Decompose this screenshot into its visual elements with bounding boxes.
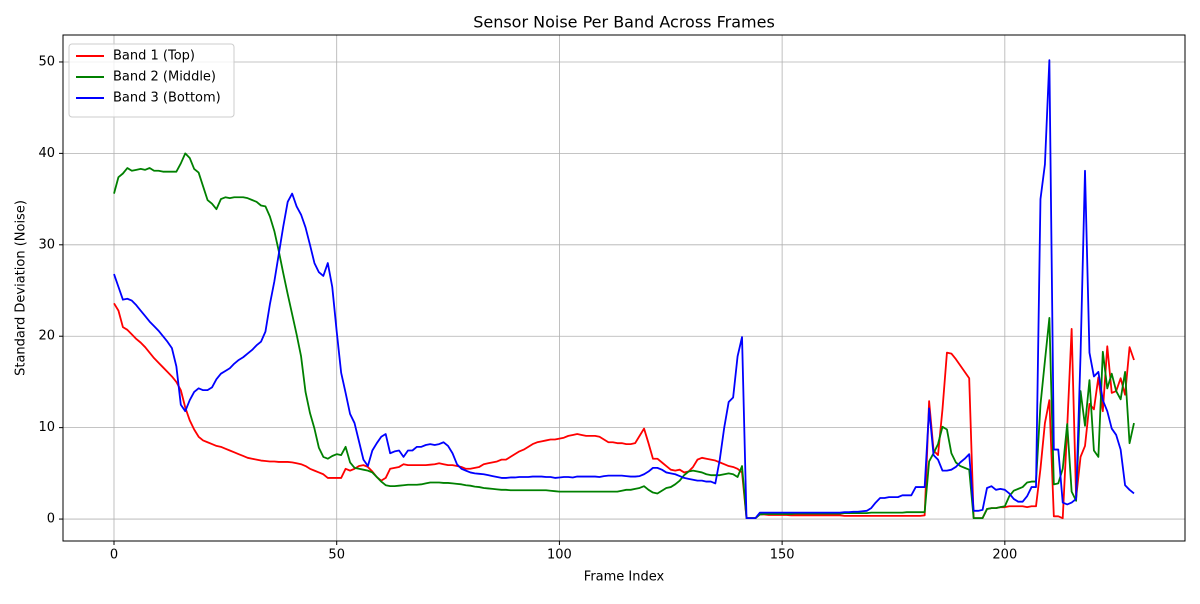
series-line: [113, 302, 1135, 520]
ticks: 0 50 100 150 200 0 10 20 30 40 50: [38, 54, 1017, 562]
legend-label: Band 2 (Middle): [113, 70, 216, 85]
x-tick-label: 50: [328, 548, 345, 563]
x-axis-label: Frame Index: [584, 570, 665, 585]
grid: [63, 35, 1185, 541]
y-axis-label: Standard Deviation (Noise): [14, 200, 29, 376]
y-tick-label: 20: [38, 329, 55, 344]
series-line: [113, 152, 1135, 520]
legend-label: Band 3 (Bottom): [113, 91, 221, 106]
x-tick-label: 200: [992, 548, 1017, 563]
plot-frame: [62, 34, 1186, 542]
series-line: [113, 59, 1135, 520]
x-tick-label: 0: [110, 548, 118, 563]
y-tick-label: 30: [38, 237, 55, 252]
lines: [113, 59, 1135, 520]
y-tick-label: 50: [38, 54, 55, 69]
chart-title: Sensor Noise Per Band Across Frames: [473, 13, 775, 32]
legend: Band 1 (Top) Band 2 (Middle) Band 3 (Botto…: [68, 43, 235, 118]
y-tick-label: 10: [38, 420, 55, 435]
legend-label: Band 1 (Top): [113, 49, 195, 64]
y-tick-label: 0: [47, 512, 55, 527]
y-tick-label: 40: [38, 146, 55, 161]
legend-box: [68, 43, 235, 118]
x-tick-label: 150: [770, 548, 795, 563]
x-tick-label: 100: [547, 548, 572, 563]
